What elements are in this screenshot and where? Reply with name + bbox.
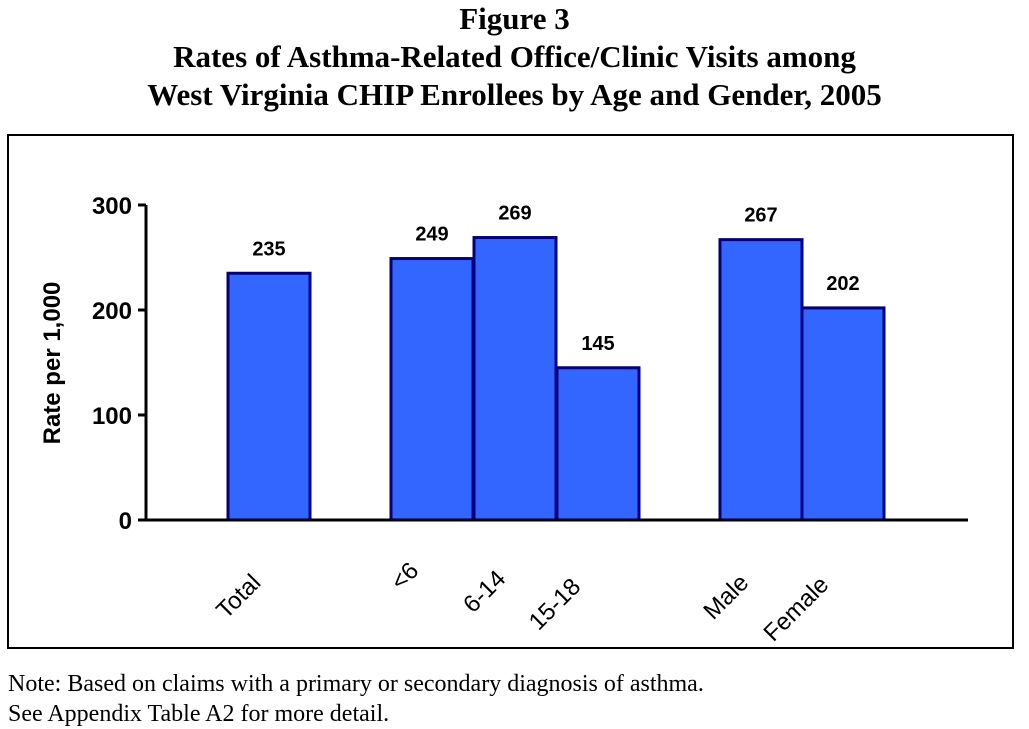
data-label: 269	[498, 203, 531, 225]
chart-title-line-2: West Virginia CHIP Enrollees by Age and …	[147, 77, 882, 112]
bar-6	[389, 257, 475, 522]
data-label: 145	[581, 333, 614, 355]
bars	[226, 236, 886, 522]
y-tick-label: 200	[92, 298, 132, 325]
chart-frame	[7, 134, 1014, 649]
bar-15-18	[555, 366, 641, 522]
bar-male	[718, 238, 804, 522]
figure-label: Figure 3	[459, 1, 570, 36]
x-tick-label: 15-18	[524, 573, 587, 636]
data-labels: 235 249 269 145 267 202	[252, 203, 859, 355]
bar-female	[800, 306, 886, 522]
x-tick-label: Total	[211, 569, 266, 624]
note-line-2: See Appendix Table A2 for more detail.	[8, 701, 390, 727]
x-tick-label: Male	[698, 569, 754, 625]
x-tick-label: <6	[386, 557, 424, 595]
data-label: 235	[252, 238, 285, 260]
y-tick-label: 100	[92, 403, 132, 430]
data-label: 202	[826, 273, 859, 295]
x-tick-label: Female	[759, 571, 835, 647]
data-label: 249	[415, 224, 448, 246]
y-axis-title: Rate per 1,000	[39, 282, 66, 445]
x-tick-label: 6-14	[458, 565, 511, 618]
y-axis: 0 100 200 300	[92, 193, 148, 535]
y-tick-label: 0	[119, 508, 132, 535]
bar-chart: 0 100 200 300 235 249 269 145 267 202 Total <6 6-1…	[39, 193, 968, 647]
bar-6-14	[472, 236, 558, 522]
chart-title-line-1: Rates of Asthma-Related Office/Clinic Vi…	[173, 39, 856, 74]
note-line-1: Note: Based on claims with a primary or …	[8, 671, 704, 697]
x-axis: Total <6 6-14 15-18 Male Female	[146, 518, 968, 647]
data-label: 267	[744, 205, 777, 227]
y-tick-label: 300	[92, 193, 132, 220]
bar-total	[226, 271, 312, 522]
